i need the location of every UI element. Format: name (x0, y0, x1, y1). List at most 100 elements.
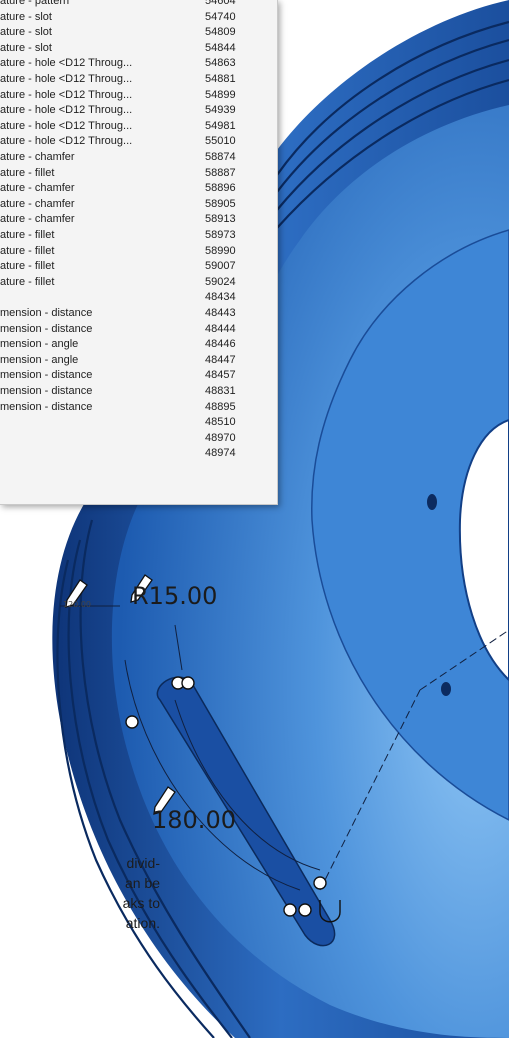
feature-id: 54881 (205, 73, 236, 85)
feature-name: ature - fillet (0, 244, 55, 257)
sketch-lines (60, 605, 509, 891)
feature-name: mension - distance (0, 322, 93, 335)
angle-dimension-label[interactable]: 180.00 (152, 806, 236, 834)
feature-row[interactable]: ature - fillet 58887 (0, 166, 277, 181)
feature-id: 58874 (205, 151, 236, 163)
feature-row[interactable]: 48970 (0, 431, 277, 446)
feature-name: mension - distance (0, 307, 93, 319)
feature-id: 48895 (205, 400, 236, 413)
feature-id: 58913 (205, 213, 236, 226)
feature-name: ature - chamfer (0, 213, 75, 226)
feature-id: 55010 (205, 135, 236, 148)
feature-name: ature - fillet (0, 229, 55, 241)
feature-id: 58905 (205, 197, 236, 210)
feature-name: mension - distance (0, 400, 93, 413)
caption-line: aks to (122, 895, 160, 911)
feature-id: 48447 (205, 353, 236, 366)
feature-row[interactable]: ature - slot 54809 (0, 25, 277, 40)
feature-row[interactable]: 48434 (0, 290, 277, 305)
radius-dimension-label[interactable]: R15.00 (132, 582, 218, 610)
feature-name: ature - hole <D12 Throug... (0, 104, 133, 117)
feature-id: 48831 (205, 385, 236, 397)
feature-row[interactable]: ature - chamfer 58874 (0, 150, 277, 165)
feature-name: mension - distance (0, 369, 93, 382)
feature-id: 48443 (205, 307, 236, 319)
feature-id: 58887 (205, 166, 236, 179)
feature-id: 59007 (205, 260, 236, 273)
feature-row[interactable]: ature - hole <D12 Throug... 54981 (0, 119, 277, 134)
slot-feature (156, 676, 336, 947)
feature-row[interactable]: ature - fillet 59024 (0, 275, 277, 290)
feature-name: ature - hole <D12 Throug... (0, 57, 133, 70)
feature-row[interactable]: ature - chamfer 58913 (0, 212, 277, 227)
feature-name: ature - slot (0, 10, 52, 23)
feature-row[interactable]: 48510 (0, 415, 277, 430)
feature-id: 48510 (205, 416, 236, 429)
feature-id: 48970 (205, 431, 236, 444)
feature-name: ature - chamfer (0, 197, 75, 210)
caption-line: ation. (125, 915, 160, 931)
feature-row[interactable]: ature - hole <D12 Throug... 54881 (0, 72, 277, 87)
feature-name: ature - hole <D12 Throug... (0, 88, 133, 101)
feature-id: 54899 (205, 88, 236, 101)
feature-row[interactable]: ature - hole <D12 Throug... 54939 (0, 103, 277, 118)
feature-row[interactable]: mension - distance 48457 (0, 368, 277, 383)
feature-name: ature - fillet (0, 275, 55, 288)
feature-row[interactable]: mension - distance 48443 (0, 306, 277, 321)
feature-name: ature - fillet (0, 260, 55, 273)
feature-row[interactable]: mension - angle 48447 (0, 353, 277, 368)
feature-id: 59024 (205, 275, 236, 288)
feature-row[interactable]: ature - hole <D12 Throug... 55010 (0, 134, 277, 149)
feature-name: ature - chamfer (0, 151, 75, 163)
feature-name: ature - hole <D12 Throug... (0, 119, 133, 132)
edit-pencil-icons (65, 574, 176, 815)
feature-id: 48446 (205, 338, 236, 351)
feature-id: 54939 (205, 104, 236, 117)
feature-row[interactable]: ature - fillet 58990 (0, 244, 277, 259)
bolt-hole (441, 682, 451, 696)
feature-id: 48434 (205, 291, 236, 304)
feature-id: 54604 (205, 0, 236, 7)
feature-row[interactable]: mension - distance 48895 (0, 400, 277, 415)
feature-row[interactable]: mension - angle 48446 (0, 337, 277, 352)
feature-row[interactable]: mension - distance 48831 (0, 384, 277, 399)
feature-row[interactable]: ature - fillet 58973 (0, 228, 277, 243)
bolt-hole (427, 494, 437, 510)
feature-id: 54809 (205, 26, 236, 39)
feature-id: 58990 (205, 244, 236, 257)
feature-name: mension - angle (0, 353, 79, 366)
feature-name: ature - pattern (0, 0, 70, 7)
feature-name: ature - chamfer (0, 182, 75, 195)
feature-id: 48444 (205, 322, 236, 335)
small-dimension-label[interactable]: 120.00 (63, 600, 91, 609)
feature-row[interactable]: ature - slot 54844 (0, 41, 277, 56)
rim-grooves (56, 20, 509, 1039)
feature-row[interactable]: ature - fillet 59007 (0, 259, 277, 274)
feature-row[interactable]: ature - pattern 54604 (0, 0, 277, 9)
feature-id: 54844 (205, 41, 236, 54)
feature-list-panel[interactable]: ature - pattern 54604 ature - slot 54740 atu… (0, 0, 278, 505)
caption-line: an be (124, 875, 160, 891)
feature-name: mension - distance (0, 385, 93, 397)
feature-row[interactable]: mension - distance 48444 (0, 322, 277, 337)
feature-row[interactable]: ature - hole <D12 Throug... 54899 (0, 88, 277, 103)
feature-name: ature - hole <D12 Throug... (0, 73, 133, 85)
part-bore (458, 418, 509, 682)
feature-id: 54863 (205, 57, 236, 70)
feature-id: 58973 (205, 229, 236, 241)
feature-row[interactable]: ature - chamfer 58896 (0, 181, 277, 196)
feature-row[interactable]: ature - slot 54740 (0, 10, 277, 25)
feature-name: ature - slot (0, 26, 52, 39)
part-inner-step (311, 229, 509, 821)
feature-name: ature - hole <D12 Throug... (0, 135, 133, 148)
feature-name: ature - fillet (0, 166, 55, 179)
feature-row[interactable]: ature - hole <D12 Throug... 54863 (0, 56, 277, 71)
constraint-markers (125, 676, 341, 923)
feature-name: mension - angle (0, 338, 79, 351)
feature-id: 54740 (205, 10, 236, 23)
feature-row[interactable]: ature - chamfer 58905 (0, 197, 277, 212)
caption-line: divid- (126, 855, 160, 871)
feature-row[interactable]: 48974 (0, 446, 277, 461)
